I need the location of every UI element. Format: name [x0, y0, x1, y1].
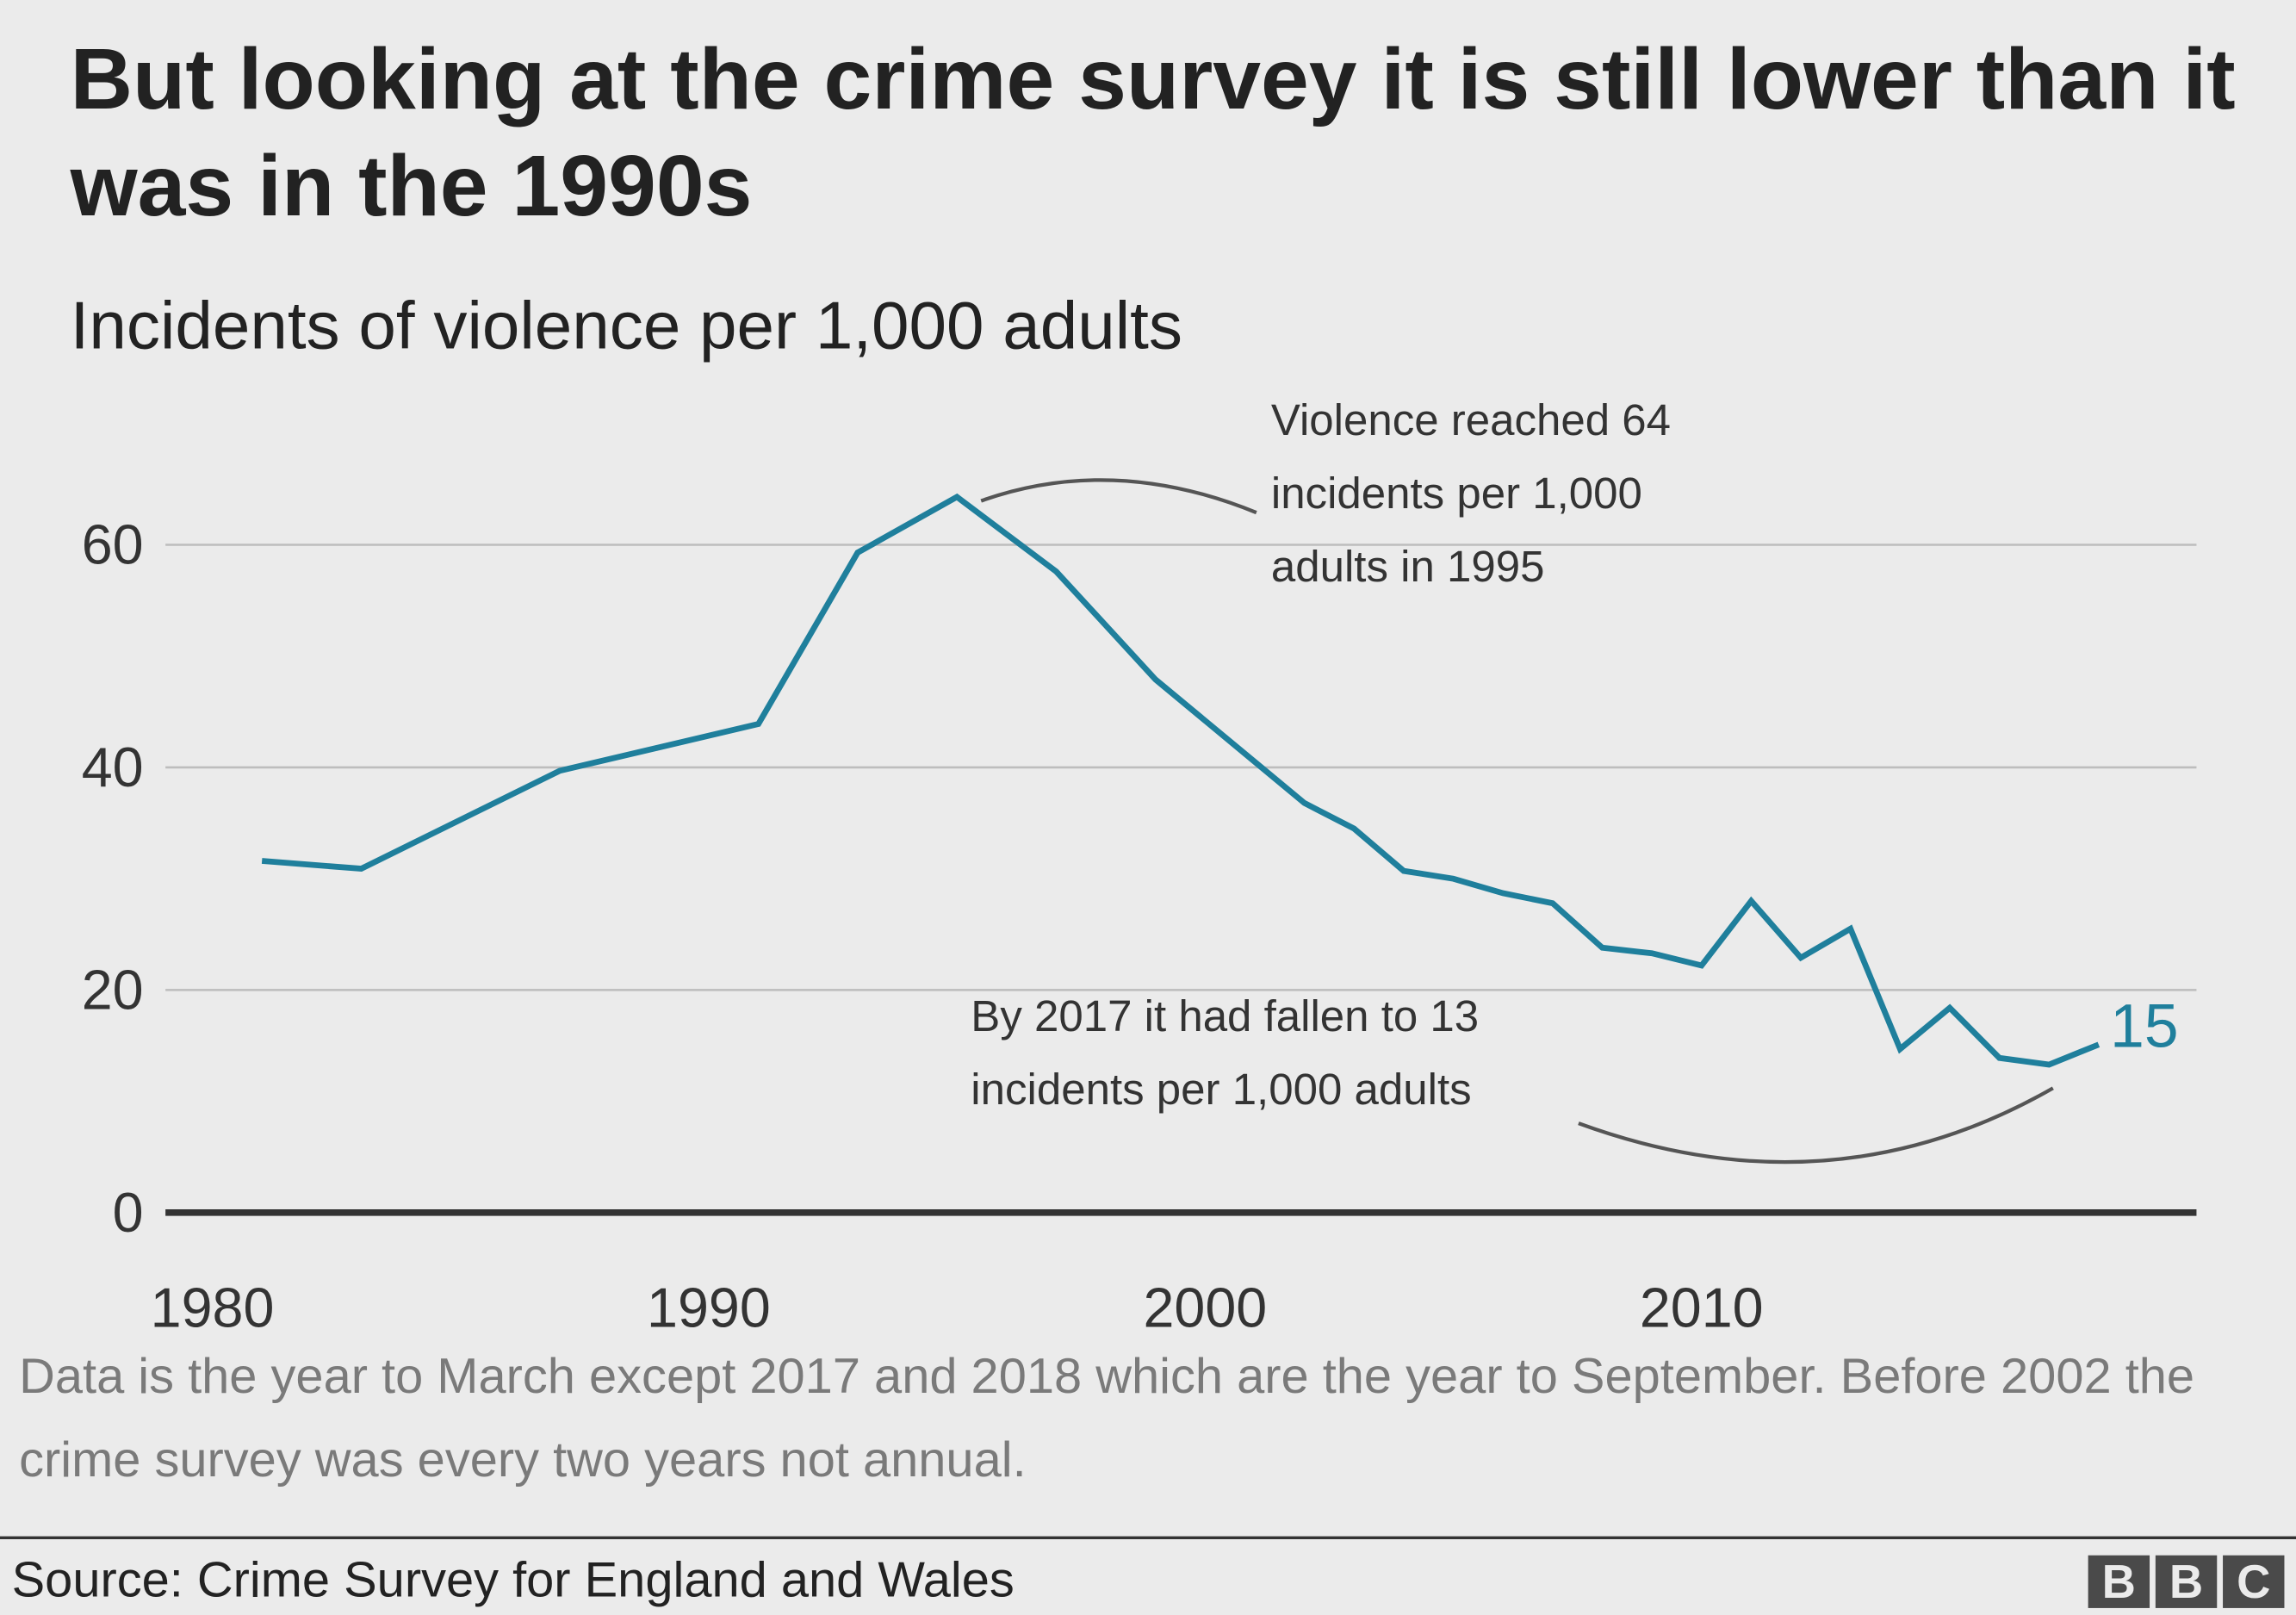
annotation-line: Violence reached 64 [1270, 396, 1672, 445]
x-tick-label: 1990 [647, 1276, 771, 1339]
recent-annotation: By 2017 it had fallen to 13 incidents pe… [971, 981, 1479, 1127]
x-tick-label: 2000 [1143, 1276, 1267, 1339]
annotation-line: incidents per 1,000 [1270, 469, 1642, 519]
peak-leader-line [980, 478, 1257, 515]
bbc-logo: B B C [2088, 1555, 2285, 1608]
y-tick-label: 20 [82, 960, 144, 1022]
chart-subtitle: Incidents of violence per 1,000 adults [70, 287, 1182, 363]
logo-letter: B [2088, 1555, 2150, 1608]
series-line [261, 493, 2101, 1068]
peak-annotation: Violence reached 64 incidents per 1,000 … [1271, 385, 1671, 605]
y-tick-label: 60 [82, 514, 144, 576]
annotation-line: adults in 1995 [1270, 543, 1545, 592]
divider [0, 1536, 2296, 1540]
annotation-line: incidents per 1,000 adults [971, 1065, 1472, 1115]
recent-leader-line [1578, 1086, 2054, 1165]
footnote: Data is the year to March except 2017 an… [19, 1348, 2195, 1488]
annotation-line: By 2017 it had fallen to 13 [971, 992, 1480, 1041]
end-value-label: 15 [2110, 991, 2179, 1061]
chart-title: But looking at the crime survey it is st… [70, 30, 2236, 235]
x-tick-label: 1980 [151, 1276, 275, 1339]
x-tick-label: 2010 [1640, 1276, 1764, 1339]
logo-letter: B [2155, 1555, 2218, 1608]
y-tick-label: 0 [113, 1182, 144, 1244]
source-text: Source: Crime Survey for England and Wal… [11, 1552, 1015, 1608]
y-tick-label: 40 [82, 736, 144, 798]
logo-letter: C [2223, 1555, 2285, 1608]
